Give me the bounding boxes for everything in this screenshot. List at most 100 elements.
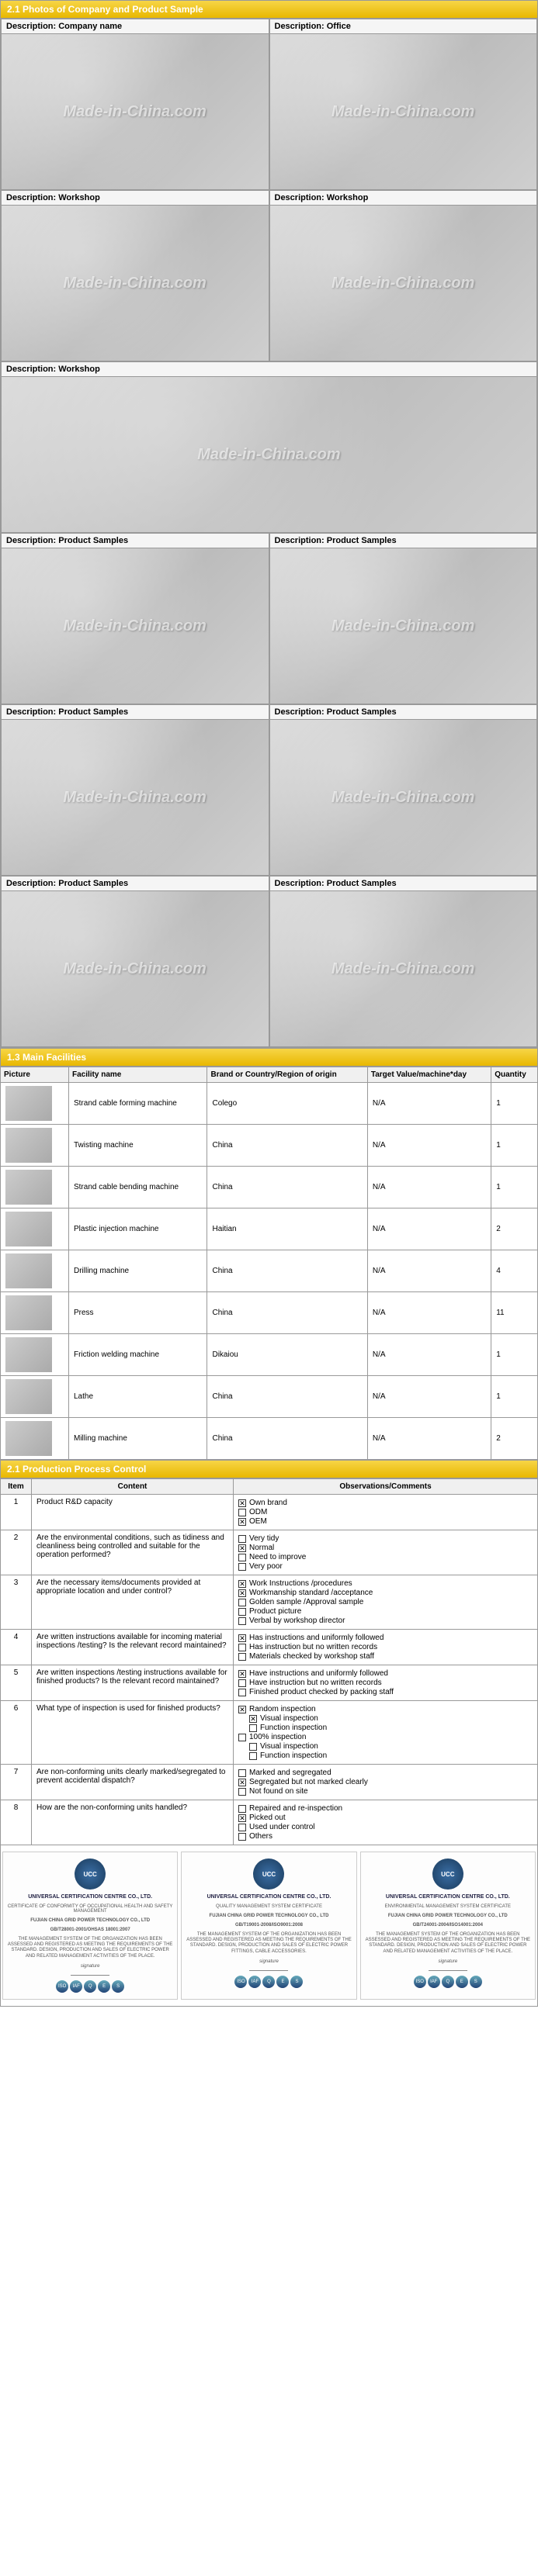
facility-name: Strand cable forming machine — [68, 1083, 207, 1125]
process-content: Are the environmental conditions, such a… — [32, 1530, 234, 1575]
badge-icon: Q — [84, 1980, 96, 1993]
checkbox-label: Normal — [249, 1544, 274, 1552]
cert-standard: GB/T19001-2008/ISO9001:2008 — [235, 1923, 303, 1928]
photo-cell: Description: Product SamplesMade-in-Chin… — [269, 533, 538, 704]
facilities-col-header: Target Value/machine*day — [367, 1067, 491, 1083]
process-item-num: 3 — [1, 1575, 32, 1630]
checkbox-icon — [238, 1814, 246, 1822]
photo-grid: Description: Company nameMade-in-China.c… — [0, 19, 538, 1048]
checkbox-label: Random inspection — [249, 1705, 316, 1713]
checkbox-icon — [238, 1769, 246, 1777]
certificate-card: UCCUNIVERSAL CERTIFICATION CENTRE CO., L… — [360, 1852, 536, 2000]
cert-standard: GB/T28001-2001/OHSAS 18001:2007 — [50, 1928, 130, 1932]
facility-brand: China — [207, 1418, 367, 1460]
checkbox-label: Need to improve — [249, 1553, 306, 1561]
process-item-num: 5 — [1, 1665, 32, 1701]
checkbox-icon — [238, 1788, 246, 1796]
badge-icon: ISO — [56, 1980, 68, 1993]
checkbox-label: 100% inspection — [249, 1733, 306, 1741]
checkbox-icon — [238, 1734, 246, 1741]
process-content: How are the non-conforming units handled… — [32, 1800, 234, 1845]
checkbox-label: Materials checked by workshop staff — [249, 1652, 374, 1661]
photo-image: Made-in-China.com — [2, 377, 536, 532]
facility-brand: China — [207, 1125, 367, 1167]
table-row: 1Product R&D capacityOwn brandODMOEM — [1, 1495, 538, 1530]
facilities-section-header: 1.3 Main Facilities — [0, 1048, 538, 1067]
checkbox-icon — [238, 1617, 246, 1625]
facility-brand: Colego — [207, 1083, 367, 1125]
checkbox-label: Others — [249, 1832, 272, 1841]
facility-thumbnail — [5, 1128, 52, 1163]
facility-qty: 1 — [491, 1083, 538, 1125]
photo-cell: Description: Product SamplesMade-in-Chin… — [269, 876, 538, 1047]
facility-target: N/A — [367, 1083, 491, 1125]
table-row: 2Are the environmental conditions, such … — [1, 1530, 538, 1575]
checkbox-icon — [238, 1824, 246, 1831]
checkbox-icon — [238, 1518, 246, 1526]
facility-name: Strand cable bending machine — [68, 1167, 207, 1208]
checkbox-icon — [238, 1499, 246, 1507]
checkbox-icon — [238, 1689, 246, 1696]
facility-name: Twisting machine — [68, 1125, 207, 1167]
process-item-num: 7 — [1, 1765, 32, 1800]
checkbox-icon — [249, 1752, 257, 1760]
checkbox-label: Very poor — [249, 1562, 283, 1571]
checkbox-icon — [238, 1589, 246, 1597]
photo-cell: Description: Product SamplesMade-in-Chin… — [1, 533, 269, 704]
checkbox-label: Golden sample /Approval sample — [249, 1598, 363, 1606]
facility-thumbnail — [5, 1086, 52, 1121]
facility-qty: 1 — [491, 1376, 538, 1418]
checkbox-label: OEM — [249, 1517, 267, 1526]
facility-name: Friction welding machine — [68, 1334, 207, 1376]
badge-icon: Q — [442, 1976, 454, 1988]
cert-badges: ISOIAFQES — [414, 1976, 482, 1988]
facility-thumbnail — [5, 1170, 52, 1205]
facilities-table: PictureFacility nameBrand or Country/Reg… — [0, 1067, 538, 1460]
cert-standard: GB/T24001-2004/ISO14001:2004 — [413, 1923, 483, 1928]
table-row: 3Are the necessary items/documents provi… — [1, 1575, 538, 1630]
process-table: ItemContentObservations/Comments 1Produc… — [0, 1478, 538, 1845]
facility-qty: 2 — [491, 1208, 538, 1250]
cert-title: UNIVERSAL CERTIFICATION CENTRE CO., LTD. — [28, 1894, 152, 1900]
process-observations: Very tidyNormalNeed to improveVery poor — [234, 1530, 538, 1575]
table-row: 8How are the non-conforming units handle… — [1, 1800, 538, 1845]
cert-badges: ISOIAFQES — [234, 1976, 303, 1988]
facility-brand: China — [207, 1167, 367, 1208]
table-row: 4Are written instructions available for … — [1, 1630, 538, 1665]
photo-image: Made-in-China.com — [270, 548, 537, 704]
photo-cell: Description: Company nameMade-in-China.c… — [1, 19, 269, 190]
badge-icon: E — [276, 1976, 289, 1988]
facility-target: N/A — [367, 1376, 491, 1418]
checkbox-label: Visual inspection — [260, 1742, 318, 1751]
cert-logo-icon: UCC — [75, 1859, 106, 1890]
badge-icon: ISO — [234, 1976, 247, 1988]
facilities-col-header: Brand or Country/Region of origin — [207, 1067, 367, 1083]
checkbox-icon — [238, 1653, 246, 1661]
checkbox-label: Function inspection — [260, 1751, 327, 1760]
checkbox-label: Has instruction but no written records — [249, 1643, 377, 1651]
checkbox-label: Segregated but not marked clearly — [249, 1778, 368, 1786]
checkbox-label: Function inspection — [260, 1724, 327, 1732]
checkbox-icon — [238, 1535, 246, 1543]
process-content: Are written instructions available for i… — [32, 1630, 234, 1665]
photo-label: Description: Product Samples — [2, 877, 269, 891]
cert-body: THE MANAGEMENT SYSTEM OF THE ORGANIZATIO… — [364, 1932, 532, 1955]
facility-qty: 11 — [491, 1292, 538, 1334]
facility-target: N/A — [367, 1334, 491, 1376]
table-row: Friction welding machineDikaiouN/A1 — [1, 1334, 538, 1376]
checkbox-icon — [238, 1679, 246, 1687]
checkbox-icon — [238, 1644, 246, 1651]
facility-name: Milling machine — [68, 1418, 207, 1460]
checkbox-icon — [238, 1779, 246, 1786]
process-observations: Marked and segregatedSegregated but not … — [234, 1765, 538, 1800]
photo-label: Description: Product Samples — [270, 705, 537, 720]
process-item-num: 8 — [1, 1800, 32, 1845]
checkbox-icon — [238, 1509, 246, 1516]
checkbox-label: Visual inspection — [260, 1714, 318, 1723]
checkbox-icon — [238, 1833, 246, 1841]
photo-image: Made-in-China.com — [2, 548, 269, 704]
cert-subtitle: ENVIRONMENTAL MANAGEMENT SYSTEM CERTIFIC… — [385, 1904, 511, 1909]
table-row: Milling machineChinaN/A2 — [1, 1418, 538, 1460]
process-col-header: Content — [32, 1479, 234, 1495]
facility-thumbnail — [5, 1379, 52, 1414]
